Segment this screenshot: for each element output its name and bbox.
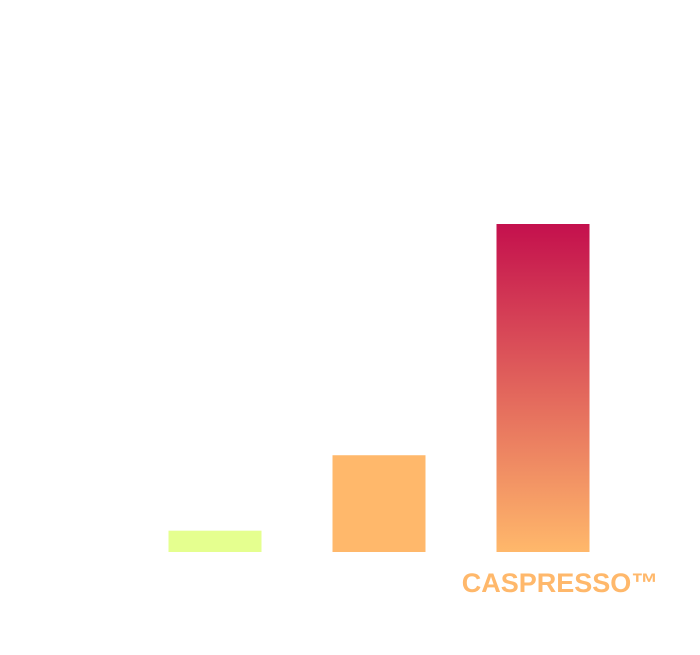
- category-label-3: CASPRESSO™: [462, 568, 659, 598]
- bar-2: [332, 455, 426, 552]
- bar-1: [168, 530, 262, 552]
- bars-group: [168, 224, 590, 552]
- bar-3: [496, 224, 590, 552]
- category-labels-group: CASPRESSO™: [462, 568, 659, 598]
